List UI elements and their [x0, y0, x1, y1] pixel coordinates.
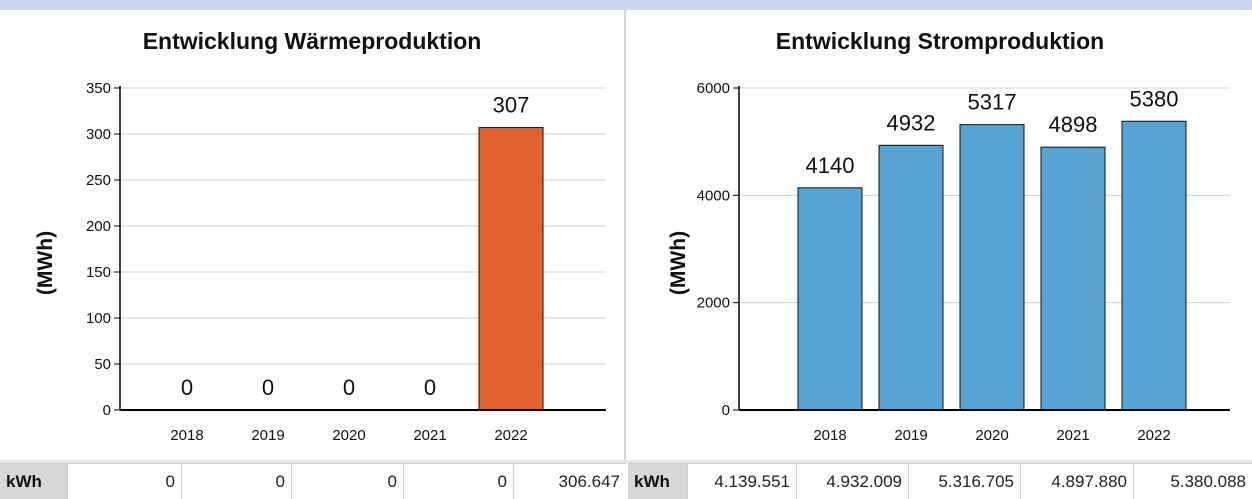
y-tick-label: 50 [94, 356, 111, 373]
bar-2022 [1121, 120, 1187, 411]
unit-cell: kWh [628, 464, 688, 499]
bar-2022 [478, 127, 544, 411]
x-tick-label: 2022 [494, 427, 527, 444]
bar-2020 [959, 124, 1025, 411]
x-tick-label: 2021 [1056, 427, 1089, 444]
y-tick-label: 250 [86, 172, 111, 189]
x-tick-label: 2019 [251, 427, 284, 444]
waerme-values-table: kWh 0 0 0 0 306.647 [0, 463, 626, 499]
value-cell-2018: 4.139.551 [688, 464, 797, 499]
waerme-bar-chart: 0 50 100 150 200 250 300 350 (MWh) 0 2018 0 2019 0 202… [34, 80, 606, 444]
y-tick-label: 200 [86, 218, 111, 235]
y-tick-label: 2000 [697, 295, 730, 312]
x-tick-label: 2021 [413, 427, 446, 444]
data-label-2020: 0 [343, 375, 355, 400]
y-axis-label: (MWh) [34, 231, 57, 295]
x-tick-label: 2019 [894, 427, 927, 444]
data-label-2019: 4932 [887, 110, 936, 135]
value-cell-2019: 4.932.009 [797, 464, 909, 499]
data-label-2021: 0 [424, 375, 436, 400]
bar-2019 [878, 144, 944, 411]
y-tick-label: 100 [86, 310, 111, 327]
value-cell-2022: 306.647 [558, 472, 620, 491]
strom-values-table: kWh 4.139.551 4.932.009 5.316.705 4.897.… [628, 463, 1252, 499]
value-cell-2021: 0 [404, 464, 514, 499]
data-label-2020: 5317 [968, 90, 1017, 115]
y-tick-label: 6000 [697, 80, 730, 97]
x-tick-label: 2022 [1137, 427, 1170, 444]
y-axis-label: (MWh) [667, 231, 690, 295]
y-tick-label: 350 [86, 80, 111, 97]
value-cell-2021: 4.897.880 [1021, 464, 1134, 499]
y-tick-label: 4000 [697, 187, 730, 204]
data-label-2021: 4898 [1049, 112, 1098, 137]
data-label-2019: 0 [262, 375, 274, 400]
x-tick-label: 2018 [170, 427, 203, 444]
top-bar [0, 0, 1252, 10]
bar-2021 [1040, 146, 1106, 411]
value-cell-2018: 0 [68, 464, 182, 499]
value-cell-2022: 5.380.088 [1170, 472, 1246, 491]
value-cell-2020: 5.316.705 [909, 464, 1021, 499]
chart-title: Entwicklung Stromproduktion [775, 28, 1105, 54]
y-tick-label: 300 [86, 126, 111, 143]
y-tick-label: 0 [722, 402, 730, 419]
data-label-2022: 5380 [1130, 86, 1179, 111]
value-cell-2020: 0 [292, 464, 404, 499]
chart-title: Entwicklung Wärmeproduktion [142, 28, 482, 54]
value-cell-2019: 0 [182, 464, 292, 499]
strom-bar-chart: 0 2000 4000 6000 (MWh) 4140 2018 4932 2019 5317 20… [667, 80, 1230, 444]
y-tick-label: 150 [86, 264, 111, 281]
chart-panel-waerme: Entwicklung Wärmeproduktion 0 50 100 150 200… [0, 10, 626, 460]
data-label-2018: 0 [181, 375, 193, 400]
data-label-2022: 307 [493, 93, 530, 118]
unit-cell: kWh [0, 464, 68, 499]
x-tick-label: 2020 [332, 427, 365, 444]
data-label-2018: 4140 [806, 153, 855, 178]
bar-2018 [797, 187, 863, 411]
chart-panel-strom: Entwicklung Stromproduktion 0 2000 4000 600… [628, 10, 1252, 460]
x-tick-label: 2018 [813, 427, 846, 444]
x-tick-label: 2020 [975, 427, 1008, 444]
divider [0, 460, 1252, 463]
y-tick-label: 0 [103, 402, 111, 419]
